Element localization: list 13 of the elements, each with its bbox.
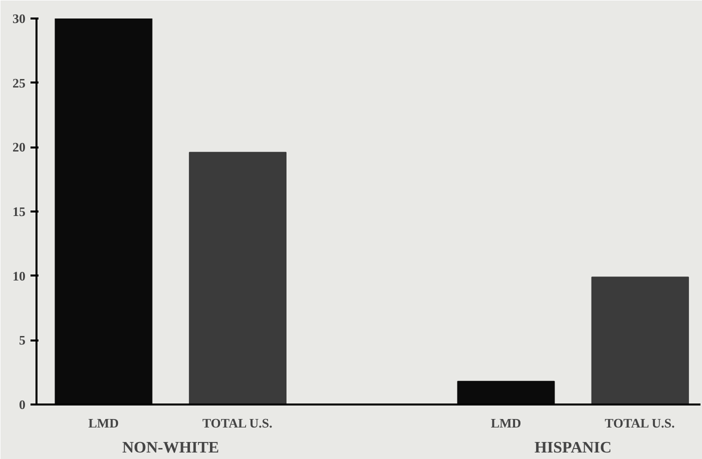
y-tick-label: 5 xyxy=(19,332,26,348)
text: NON-WHITE xyxy=(122,440,220,456)
x-tick-label: LMD xyxy=(88,416,119,430)
y-tick-label: 20 xyxy=(12,140,26,155)
y-tick-label: 15 xyxy=(12,204,26,219)
x-tick-label: LMD xyxy=(490,416,522,430)
x-tick-label: TOTAL U.S. xyxy=(604,416,675,430)
y-tick-label: 10 xyxy=(12,268,26,284)
x-tick-label: TOTAL U.S. xyxy=(202,416,272,430)
y-tick-label: 25 xyxy=(12,75,26,90)
y-tick-label: 30 xyxy=(12,11,26,26)
text: HISPANIC xyxy=(534,440,612,456)
y-tick-label: 0 xyxy=(19,397,26,412)
